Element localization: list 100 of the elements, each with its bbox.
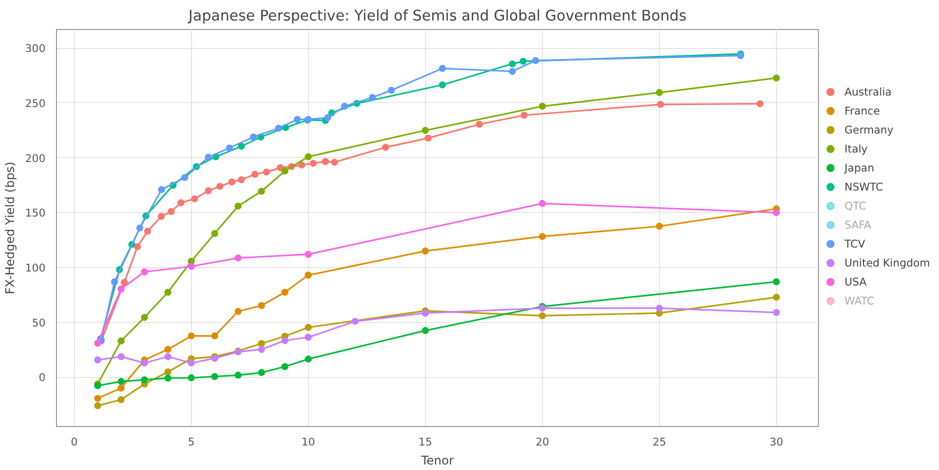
point (310, 160, 317, 167)
point (234, 372, 242, 379)
point (656, 304, 663, 312)
x-tick-label: 15 (418, 436, 432, 448)
legend-label: Australia (844, 86, 892, 99)
point (304, 356, 312, 363)
point (508, 60, 516, 68)
point (211, 372, 218, 380)
point (772, 278, 780, 286)
point (520, 112, 528, 119)
point (164, 288, 172, 296)
point (538, 200, 546, 207)
x-tick-label: 25 (652, 436, 666, 448)
point (304, 324, 312, 331)
point (134, 243, 141, 250)
y-axis-title: FX-Hedged Yield (bps) (3, 162, 18, 294)
point (94, 394, 102, 402)
point (251, 170, 258, 178)
legend-label: United Kingdom (844, 256, 930, 270)
point (188, 374, 195, 382)
legend-label: Germany (844, 124, 894, 137)
point (772, 74, 780, 82)
point (164, 368, 172, 376)
point (657, 100, 664, 108)
point (324, 114, 332, 122)
legend-label: SAFA (844, 218, 872, 232)
point (331, 158, 338, 166)
point (140, 376, 148, 384)
point (234, 308, 242, 315)
y-tick-label: 100 (25, 261, 46, 274)
point (226, 144, 233, 152)
point (294, 116, 301, 123)
point (164, 374, 172, 382)
point (238, 176, 245, 184)
point (281, 288, 288, 296)
point (352, 318, 359, 325)
point (140, 360, 148, 366)
legend-label: NSWTC (844, 180, 884, 194)
point (94, 356, 102, 364)
point (164, 346, 172, 353)
point (368, 94, 376, 101)
point (304, 250, 312, 258)
point (262, 168, 270, 176)
point (258, 369, 266, 376)
point (158, 212, 165, 220)
point (281, 363, 288, 370)
point (772, 294, 780, 301)
point (772, 209, 780, 216)
point (118, 384, 125, 392)
legend-label: France (844, 104, 880, 118)
point (118, 353, 125, 360)
y-tick-label: 200 (25, 152, 46, 165)
point (228, 178, 236, 186)
point (304, 272, 312, 279)
point (136, 224, 144, 232)
x-tick-label: 10 (302, 436, 316, 448)
legend-label: QTC (844, 200, 866, 213)
point (211, 230, 218, 237)
x-tick-label: 30 (770, 436, 784, 448)
point (424, 134, 432, 142)
point (188, 332, 195, 340)
chart-title: Japanese Perspective: Yield of Semis and Global Government Bonds (188, 8, 686, 24)
point (140, 268, 148, 276)
y-tick-label: 50 (32, 316, 46, 330)
point (204, 187, 212, 194)
point (298, 161, 306, 168)
point (422, 327, 429, 334)
point (216, 182, 224, 190)
point (258, 340, 266, 347)
point (382, 144, 390, 151)
point (438, 64, 446, 72)
point (422, 248, 429, 255)
point (211, 332, 218, 340)
point (191, 195, 198, 202)
point (756, 100, 764, 108)
point (118, 396, 125, 404)
point (258, 346, 266, 353)
point (204, 154, 212, 161)
point (532, 57, 540, 64)
point (341, 102, 348, 110)
point (322, 158, 329, 166)
point (538, 312, 546, 320)
point (178, 199, 185, 206)
point (118, 337, 125, 344)
legend-label: Italy (844, 142, 868, 156)
point (422, 126, 429, 134)
point (538, 232, 546, 240)
x-tick-label: 5 (188, 436, 195, 448)
point (476, 120, 483, 128)
point (520, 58, 527, 65)
y-tick-label: 300 (25, 42, 46, 56)
point (281, 337, 288, 344)
point (234, 254, 242, 262)
point (250, 133, 257, 140)
point (181, 174, 188, 182)
point (140, 314, 148, 321)
point (281, 167, 288, 174)
point (188, 360, 195, 366)
x-tick-label: 0 (70, 436, 78, 448)
point (508, 68, 516, 75)
